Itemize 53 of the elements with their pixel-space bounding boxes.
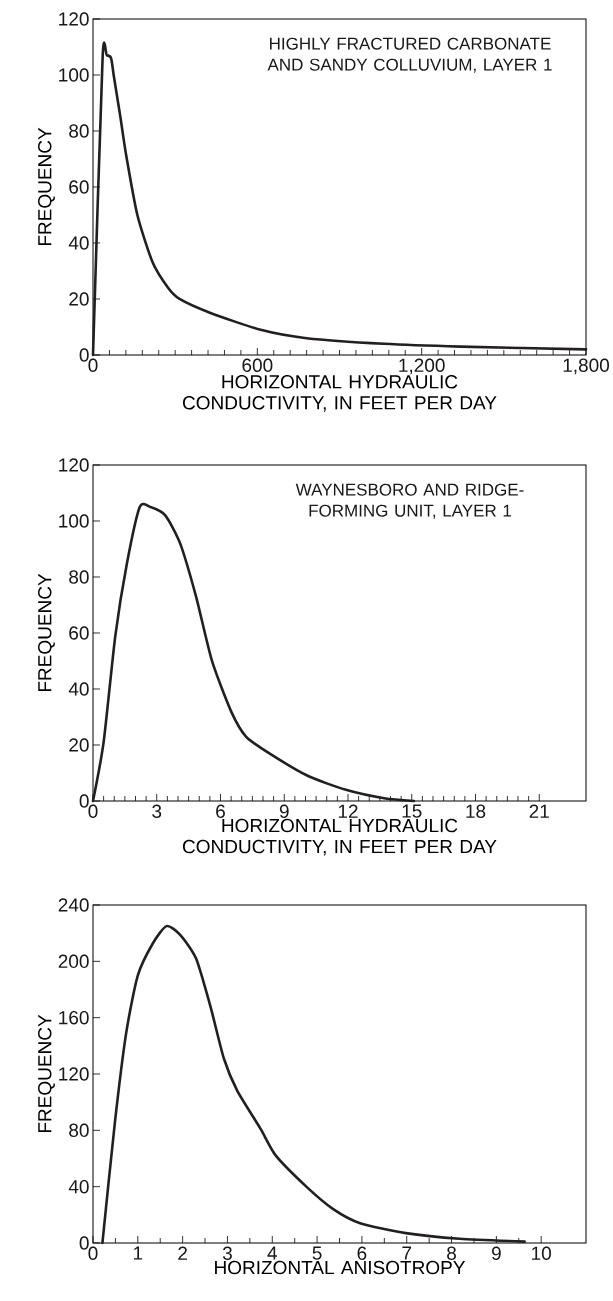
- y-tick-label: 80: [69, 124, 89, 138]
- y-tick-label: 60: [69, 180, 89, 194]
- x-tick-label: 8: [447, 1246, 456, 1260]
- x-tick-label: 10: [532, 1246, 551, 1260]
- x-tick-label: 21: [529, 804, 549, 818]
- x-tick-label: 1,800: [563, 358, 609, 375]
- x-tick-label: 6: [357, 1246, 367, 1260]
- y-tick-label: 200: [58, 954, 89, 969]
- x-tick-label: 1,200: [399, 358, 445, 375]
- y-tick-label: 80: [69, 570, 89, 584]
- y-axis-title: FREQUENCY: [37, 127, 55, 246]
- y-tick-label: 120: [59, 12, 89, 26]
- x-axis-title: HORIZONTAL HYDRAULIC CONDUCTIVITY, IN FEET PER DAY: [182, 375, 497, 412]
- y-tick-label: 120: [59, 458, 89, 472]
- y-tick-label: 160: [59, 1010, 89, 1025]
- y-tick-label: 20: [69, 292, 89, 306]
- x-tick-label: 18: [466, 804, 486, 818]
- x-axis-title: HORIZONTAL ANISOTROPY: [215, 1260, 466, 1275]
- x-tick-label: 3: [222, 1246, 232, 1260]
- x-tick-label: 0: [88, 1246, 98, 1260]
- y-tick-label: 120: [59, 1067, 89, 1081]
- x-tick-label: 4: [267, 1246, 277, 1260]
- x-tick-label: 9: [279, 804, 289, 818]
- x-tick-label: 1: [133, 1246, 143, 1260]
- y-tick-label: 80: [69, 1123, 89, 1138]
- annotation: WAYNESBORO AND RIDGE-FORMING UNIT, LAYER 1: [295, 483, 524, 519]
- y-axis-title: FREQUENCY: [37, 1014, 55, 1133]
- y-tick-label: 40: [68, 1179, 89, 1194]
- y-tick-label: 100: [59, 514, 89, 528]
- x-tick-label: 9: [491, 1246, 501, 1260]
- x-tick-label: 2: [178, 1246, 187, 1260]
- y-tick-label: 40: [68, 236, 89, 250]
- y-axis-title: FREQUENCY: [37, 573, 55, 692]
- y-tick-label: 0: [79, 1236, 89, 1250]
- y-tick-label: 20: [69, 738, 89, 752]
- y-tick-label: 0: [79, 794, 89, 808]
- x-tick-label: 12: [338, 804, 358, 818]
- x-tick-label: 0: [88, 358, 98, 372]
- y-tick-label: 0: [79, 348, 89, 362]
- x-tick-label: 15: [402, 804, 422, 818]
- x-tick-label: 6: [216, 804, 225, 818]
- y-tick-label: 100: [59, 68, 89, 82]
- y-tick-label: 240: [58, 898, 89, 912]
- line-series: [101, 924, 526, 1245]
- annotation: HIGHLY FRACTURED CARBONATE AND SANDY COLLUVIUM, LAYER 1: [267, 37, 552, 73]
- x-axis-title: HORIZONTAL HYDRAULIC CONDUCTIVITY, IN FEET PER DAY: [182, 818, 497, 856]
- x-tick-label: 7: [402, 1246, 412, 1260]
- x-tick-label: 600: [242, 358, 273, 372]
- y-tick-label: 60: [69, 626, 89, 640]
- x-tick-label: 5: [312, 1246, 322, 1260]
- x-tick-label: 3: [152, 804, 162, 818]
- x-tick-label: 0: [88, 804, 98, 818]
- y-tick-label: 40: [68, 682, 89, 696]
